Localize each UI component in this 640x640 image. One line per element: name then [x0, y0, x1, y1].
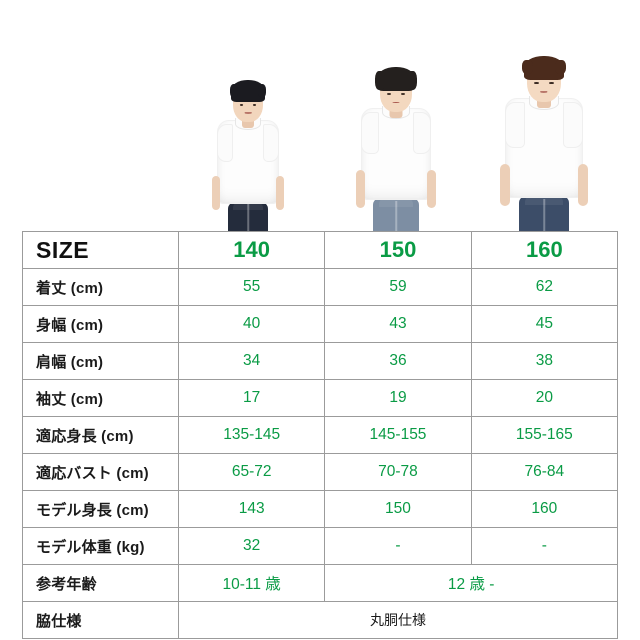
size-table: SIZE 140 150 160 着丈 (cm) 55 59 62 身幅 (cm…: [22, 231, 619, 639]
cell-tekiou-bust-150: 70-78: [324, 453, 472, 491]
cell-tekiou-shincho-140: 135-145: [177, 416, 326, 454]
column-header-150: 150: [324, 231, 472, 269]
cell-mihaba-140: 40: [177, 305, 326, 343]
model-140-sleeve-left: [217, 124, 233, 162]
model-160-tshirt: [505, 96, 583, 198]
table-row-age: 参考年齢 10-11 歳 12 歳 -: [22, 564, 618, 602]
cell-waki-shiyou-all: 丸胴仕様: [178, 601, 618, 639]
row-label-waki-shiyou: 脇仕様: [22, 601, 179, 639]
model-160-hair-side-right: [555, 60, 566, 75]
table-row-side-spec: 脇仕様 丸胴仕様: [22, 601, 618, 639]
table-row: 適応バスト (cm) 65-72 70-78 76-84: [22, 453, 619, 491]
cell-age-140: 10-11 歳: [177, 564, 326, 602]
row-label-sankou-nenrei: 参考年齢: [22, 564, 179, 602]
model-160-sleeve-right: [563, 102, 583, 148]
model-150-sleeve-left: [361, 112, 379, 154]
model-160-hair: [522, 56, 566, 80]
cell-katahaba-150: 36: [324, 342, 472, 380]
model-160-mouth: [540, 91, 548, 93]
model-140-eye-right: [252, 103, 257, 106]
cell-mihaba-150: 43: [324, 305, 472, 343]
model-140-hair-side-right: [257, 83, 267, 98]
row-label-tekiou-shincho: 適応身長 (cm): [22, 416, 179, 454]
cell-katahaba-160: 38: [470, 342, 619, 380]
row-label-kitake: 着丈 (cm): [22, 268, 179, 306]
size-header-label: SIZE: [22, 231, 179, 269]
table-row: 身幅 (cm) 40 43 45: [22, 305, 619, 343]
model-140-jeans: [228, 202, 268, 232]
model-size-160: [484, 20, 604, 232]
model-150-hair-side-right: [406, 71, 417, 91]
cell-kitake-150: 59: [324, 268, 472, 306]
column-header-160: 160: [470, 231, 619, 269]
model-160-arm-right: [578, 164, 588, 206]
model-150-eye-right: [400, 92, 405, 95]
table-row: 適応身長 (cm) 135-145 145-155 155-165: [22, 416, 619, 454]
cell-model-shincho-150: 150: [324, 490, 472, 528]
table-row: 着丈 (cm) 55 59 62: [22, 268, 619, 306]
model-photo-strip: [0, 0, 640, 232]
model-150-arm-left: [356, 170, 365, 208]
cell-sodetake-150: 19: [324, 379, 472, 417]
cell-sodetake-140: 17: [177, 379, 326, 417]
model-160-eye-left: [534, 81, 539, 84]
cell-tekiou-bust-160: 76-84: [470, 453, 619, 491]
cell-age-150-160: 12 歳 -: [324, 564, 618, 602]
model-140-eye-left: [239, 103, 244, 106]
cell-mihaba-160: 45: [470, 305, 619, 343]
model-size-140: [196, 54, 300, 232]
cell-tekiou-bust-140: 65-72: [177, 453, 326, 491]
cell-tekiou-shincho-160: 155-165: [470, 416, 619, 454]
table-header-row: SIZE 140 150 160: [22, 231, 619, 269]
table-row: 袖丈 (cm) 17 19 20: [22, 379, 619, 417]
model-150-eye-left: [387, 92, 392, 95]
model-140-hair-side-left: [229, 83, 239, 98]
cell-model-taiju-150: -: [324, 527, 472, 565]
model-140-arm-left: [212, 176, 220, 210]
model-140-mouth: [244, 112, 252, 114]
row-label-mihaba: 身幅 (cm): [22, 305, 179, 343]
cell-kitake-140: 55: [177, 268, 326, 306]
row-label-sodetake: 袖丈 (cm): [22, 379, 179, 417]
model-size-150: [340, 36, 452, 232]
table-row: モデル体重 (kg) 32 - -: [22, 527, 619, 565]
model-140-sleeve-right: [263, 124, 279, 162]
model-160-eye-right: [549, 81, 554, 84]
row-label-katahaba: 肩幅 (cm): [22, 342, 179, 380]
cell-model-taiju-140: 32: [177, 527, 326, 565]
model-150-hair-side-left: [375, 71, 386, 91]
model-160-sleeve-left: [505, 102, 525, 148]
cell-model-shincho-140: 143: [177, 490, 326, 528]
model-160-jeans: [519, 196, 569, 232]
model-140-hair: [229, 80, 267, 102]
row-label-model-taiju: モデル体重 (kg): [22, 527, 179, 565]
column-header-140: 140: [177, 231, 326, 269]
model-150-sleeve-right: [413, 112, 431, 154]
model-150-jeans: [373, 198, 419, 232]
model-150-hair: [375, 67, 417, 91]
cell-tekiou-shincho-150: 145-155: [324, 416, 472, 454]
table-row: 肩幅 (cm) 34 36 38: [22, 342, 619, 380]
model-150-tshirt: [361, 106, 431, 200]
model-160-arm-left: [500, 164, 510, 206]
cell-kitake-160: 62: [470, 268, 619, 306]
model-140-tshirt: [217, 118, 279, 204]
model-150-mouth: [392, 101, 400, 104]
model-140-arm-right: [276, 176, 284, 210]
row-label-model-shincho: モデル身長 (cm): [22, 490, 179, 528]
row-label-tekiou-bust: 適応バスト (cm): [22, 453, 179, 491]
cell-model-taiju-160: -: [470, 527, 619, 565]
model-150-arm-right: [427, 170, 436, 208]
cell-sodetake-160: 20: [470, 379, 619, 417]
cell-model-shincho-160: 160: [470, 490, 619, 528]
model-160-hair-side-left: [522, 60, 533, 75]
cell-katahaba-140: 34: [177, 342, 326, 380]
table-row: モデル身長 (cm) 143 150 160: [22, 490, 619, 528]
